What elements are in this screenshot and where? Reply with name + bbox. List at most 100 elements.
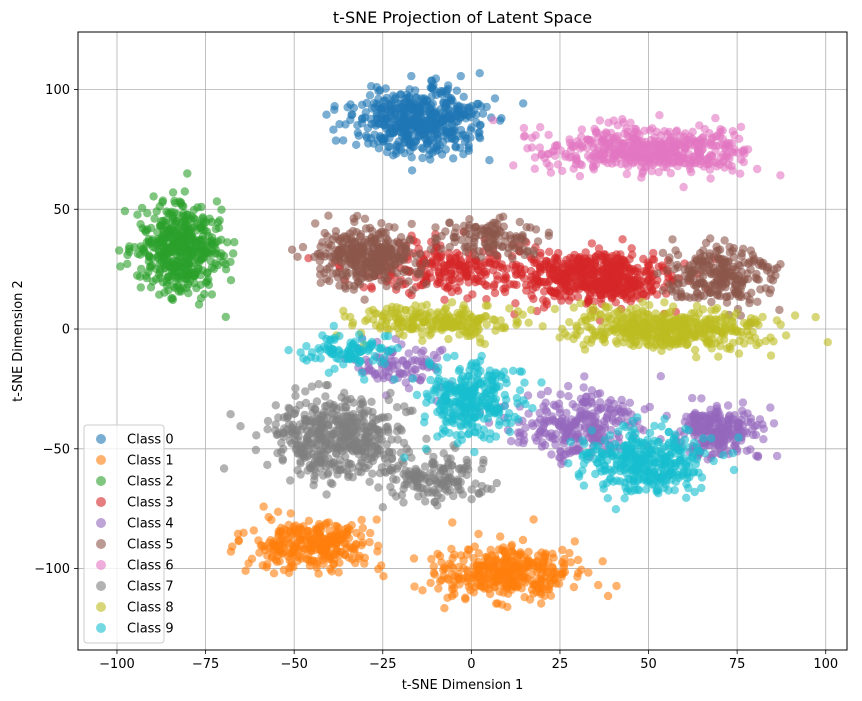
data-point	[247, 554, 257, 563]
data-point	[300, 544, 309, 553]
data-point	[447, 268, 456, 278]
data-point	[422, 96, 431, 106]
data-point	[176, 258, 185, 267]
data-point	[353, 121, 362, 130]
data-point	[178, 211, 187, 221]
data-point	[387, 123, 396, 132]
data-point	[506, 437, 516, 446]
data-point	[415, 103, 424, 112]
data-point	[551, 440, 560, 449]
data-point	[737, 276, 747, 285]
data-point	[543, 386, 552, 396]
data-point	[607, 294, 616, 303]
data-point	[752, 275, 762, 284]
data-point	[358, 114, 367, 124]
data-point	[199, 220, 208, 229]
data-point	[293, 435, 302, 444]
data-point	[278, 549, 287, 558]
data-point	[495, 262, 505, 272]
data-point	[553, 568, 562, 578]
data-point	[594, 244, 604, 253]
data-point	[263, 416, 273, 426]
data-point	[595, 116, 605, 125]
data-point	[575, 171, 585, 181]
data-point	[466, 586, 475, 595]
data-point	[546, 168, 556, 177]
data-point	[379, 120, 388, 129]
data-point	[544, 130, 553, 140]
data-point	[296, 552, 305, 561]
data-point	[323, 536, 332, 546]
data-point	[422, 280, 431, 289]
data-point	[217, 205, 226, 214]
data-point	[509, 564, 518, 573]
data-point	[464, 144, 473, 153]
data-point	[631, 124, 641, 134]
data-point	[562, 286, 571, 295]
data-point	[638, 169, 647, 178]
data-point	[611, 148, 620, 158]
data-point	[349, 440, 358, 449]
data-point	[427, 258, 436, 268]
data-point	[329, 400, 338, 410]
data-point	[407, 71, 416, 81]
data-point	[624, 275, 634, 285]
data-point	[538, 322, 547, 331]
data-point	[357, 248, 366, 257]
data-point	[484, 247, 494, 256]
data-point	[269, 569, 279, 578]
data-point	[464, 278, 473, 287]
data-point	[564, 446, 573, 455]
data-point	[583, 135, 592, 144]
data-point	[180, 187, 189, 196]
data-point	[460, 243, 469, 252]
data-point	[499, 581, 508, 590]
data-point	[226, 547, 236, 556]
data-point	[324, 239, 333, 249]
data-point	[279, 543, 288, 552]
data-point	[519, 132, 529, 141]
series-class-4	[340, 333, 782, 469]
data-point	[726, 276, 735, 285]
data-point	[349, 214, 358, 223]
data-point	[425, 109, 434, 118]
data-point	[344, 553, 354, 562]
data-point	[565, 548, 574, 558]
data-point	[455, 273, 464, 283]
data-point	[706, 288, 716, 297]
data-point	[415, 110, 425, 119]
data-point	[404, 130, 413, 139]
data-point	[594, 406, 603, 415]
data-point	[459, 564, 468, 573]
data-point	[241, 566, 250, 575]
data-point	[298, 451, 308, 460]
data-point	[355, 405, 365, 414]
data-point	[309, 481, 318, 490]
data-point	[489, 282, 498, 291]
data-point	[612, 581, 621, 591]
data-point	[399, 99, 408, 108]
data-point	[438, 345, 447, 354]
data-point	[365, 538, 374, 547]
data-point	[716, 439, 725, 448]
data-point	[352, 228, 361, 237]
data-point	[461, 593, 470, 602]
data-point	[356, 532, 366, 541]
data-point	[758, 261, 767, 270]
data-point	[316, 464, 325, 473]
data-point	[195, 236, 204, 245]
data-point	[577, 411, 586, 420]
data-point	[451, 104, 461, 114]
data-point	[194, 300, 204, 309]
data-point	[532, 436, 541, 445]
data-point	[595, 398, 605, 407]
data-point	[144, 267, 153, 277]
data-point	[575, 159, 585, 169]
data-point	[625, 268, 634, 277]
data-point	[668, 235, 677, 244]
data-point	[333, 522, 342, 531]
data-point	[346, 394, 355, 404]
data-point	[570, 418, 579, 427]
data-point	[259, 502, 268, 511]
data-point	[405, 236, 415, 245]
